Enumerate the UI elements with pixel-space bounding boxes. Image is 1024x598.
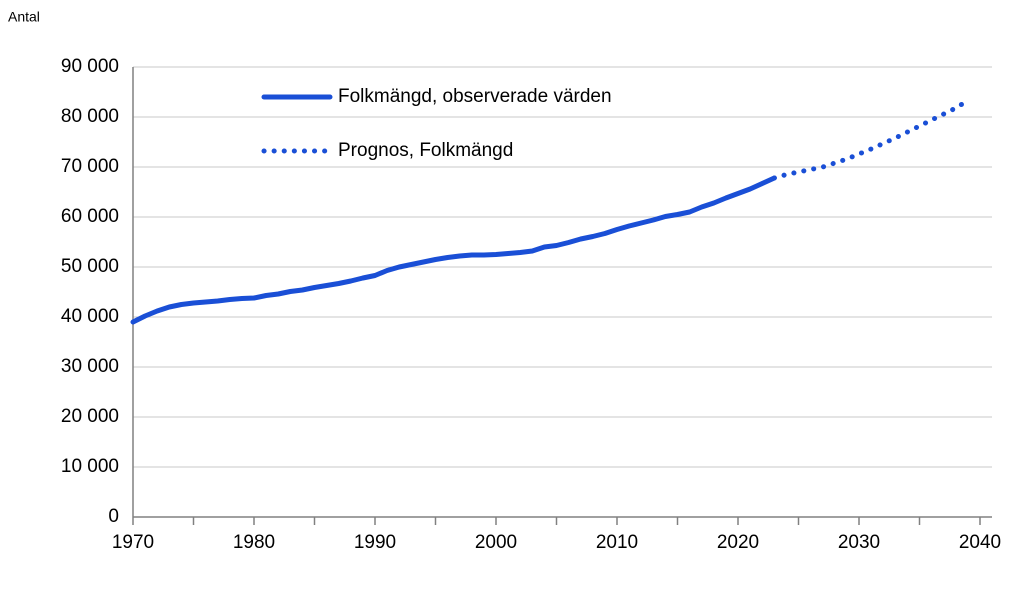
y-tick-label: 40 000 [61, 306, 119, 327]
y-tick-label: 70 000 [61, 156, 119, 177]
x-tick-label: 2040 [959, 532, 1001, 553]
legend-label: Folkmängd, observerade värden [338, 86, 612, 107]
series-line [130, 175, 777, 325]
y-tick-label: 60 000 [61, 206, 119, 227]
series-line [771, 98, 971, 181]
y-tick-label: 90 000 [61, 56, 119, 77]
x-tick-label: 1970 [112, 532, 154, 553]
legend-label: Prognos, Folkmängd [338, 140, 513, 161]
x-tick-label: 2020 [717, 532, 759, 553]
x-tick-label: 1990 [354, 532, 396, 553]
y-tick-label: 30 000 [61, 356, 119, 377]
y-axis-label: Antal [8, 9, 40, 25]
x-tick-label: 2030 [838, 532, 880, 553]
x-tick-label: 2000 [475, 532, 517, 553]
y-tick-label: 20 000 [61, 406, 119, 427]
y-tick-label: 10 000 [61, 456, 119, 477]
x-tick-label: 1980 [233, 532, 275, 553]
y-tick-label: 0 [108, 506, 119, 527]
y-tick-label: 50 000 [61, 256, 119, 277]
x-tick-label: 2010 [596, 532, 638, 553]
y-tick-label: 80 000 [61, 106, 119, 127]
